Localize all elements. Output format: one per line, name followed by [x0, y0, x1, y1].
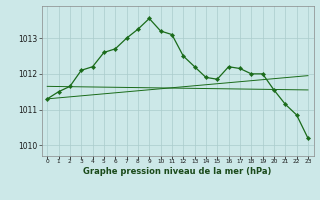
- X-axis label: Graphe pression niveau de la mer (hPa): Graphe pression niveau de la mer (hPa): [84, 167, 272, 176]
